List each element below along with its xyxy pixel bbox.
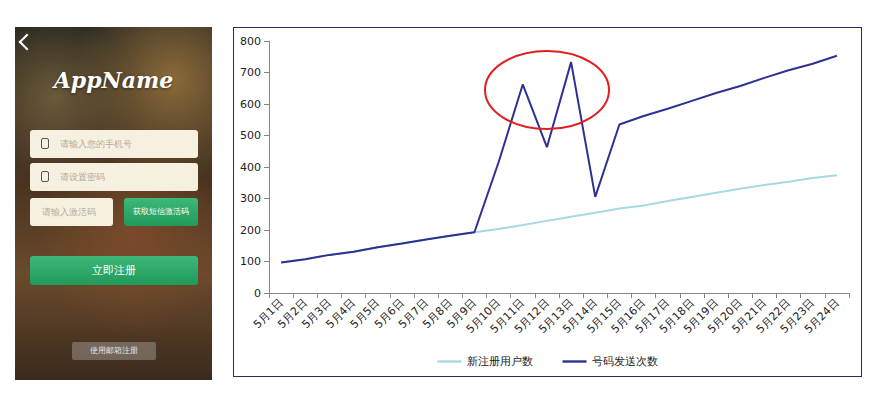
svg-text:5月6日: 5月6日 — [371, 296, 407, 331]
html-text:获取短信激活码: 获取短信激活码 — [133, 207, 189, 216]
svg-text:5月23日: 5月23日 — [777, 296, 818, 336]
svg-text:5月16日: 5月16日 — [608, 296, 649, 336]
svg-text:5月10日: 5月10日 — [463, 296, 504, 336]
svg-text:5月3日: 5月3日 — [299, 296, 334, 331]
svg-text:5月13日: 5月13日 — [536, 296, 576, 336]
svg-text:700: 700 — [240, 66, 261, 79]
svg-text:300: 300 — [240, 192, 261, 205]
svg-text:号码发送次数: 号码发送次数 — [592, 355, 658, 368]
svg-text:5月24日: 5月24日 — [802, 296, 842, 336]
svg-text:600: 600 — [240, 98, 261, 111]
html-text:AppName: AppName — [53, 67, 174, 93]
svg-text:5月8日: 5月8日 — [420, 296, 455, 331]
svg-text:5月15日: 5月15日 — [584, 296, 624, 336]
svg-text:5月7日: 5月7日 — [396, 296, 431, 331]
svg-text:5月4日: 5月4日 — [323, 296, 359, 331]
svg-text:800: 800 — [240, 35, 261, 48]
svg-text:5月5日: 5月5日 — [347, 296, 383, 331]
html-text:请输入您的手机号: 请输入您的手机号 — [60, 139, 132, 149]
html-text:使用邮箱注册: 使用邮箱注册 — [90, 346, 138, 355]
svg-text:5月18日: 5月18日 — [656, 296, 697, 336]
html-text:请输入激活码: 请输入激活码 — [42, 207, 96, 217]
svg-text:5月22日: 5月22日 — [753, 296, 794, 336]
svg-text:5月2日: 5月2日 — [275, 296, 310, 331]
svg-text:500: 500 — [240, 129, 261, 142]
html-text:立即注册: 立即注册 — [92, 264, 136, 277]
svg-text:5月1日: 5月1日 — [251, 296, 286, 331]
svg-text:200: 200 — [240, 224, 261, 237]
svg-text:5月11日: 5月11日 — [487, 296, 528, 336]
svg-text:5月21日: 5月21日 — [729, 296, 769, 336]
svg-text:100: 100 — [240, 255, 261, 268]
svg-text:5月12日: 5月12日 — [511, 296, 552, 336]
html-text:请设置密码: 请设置密码 — [60, 172, 105, 182]
svg-text:5月9日: 5月9日 — [444, 296, 479, 331]
svg-text:5月14日: 5月14日 — [560, 296, 600, 336]
svg-text:新注册用户数: 新注册用户数 — [467, 355, 533, 368]
svg-text:0: 0 — [254, 287, 261, 300]
svg-text:5月17日: 5月17日 — [632, 296, 673, 336]
svg-text:5月19日: 5月19日 — [681, 296, 721, 336]
svg-text:5月20日: 5月20日 — [705, 296, 745, 336]
svg-text:400: 400 — [240, 161, 261, 174]
